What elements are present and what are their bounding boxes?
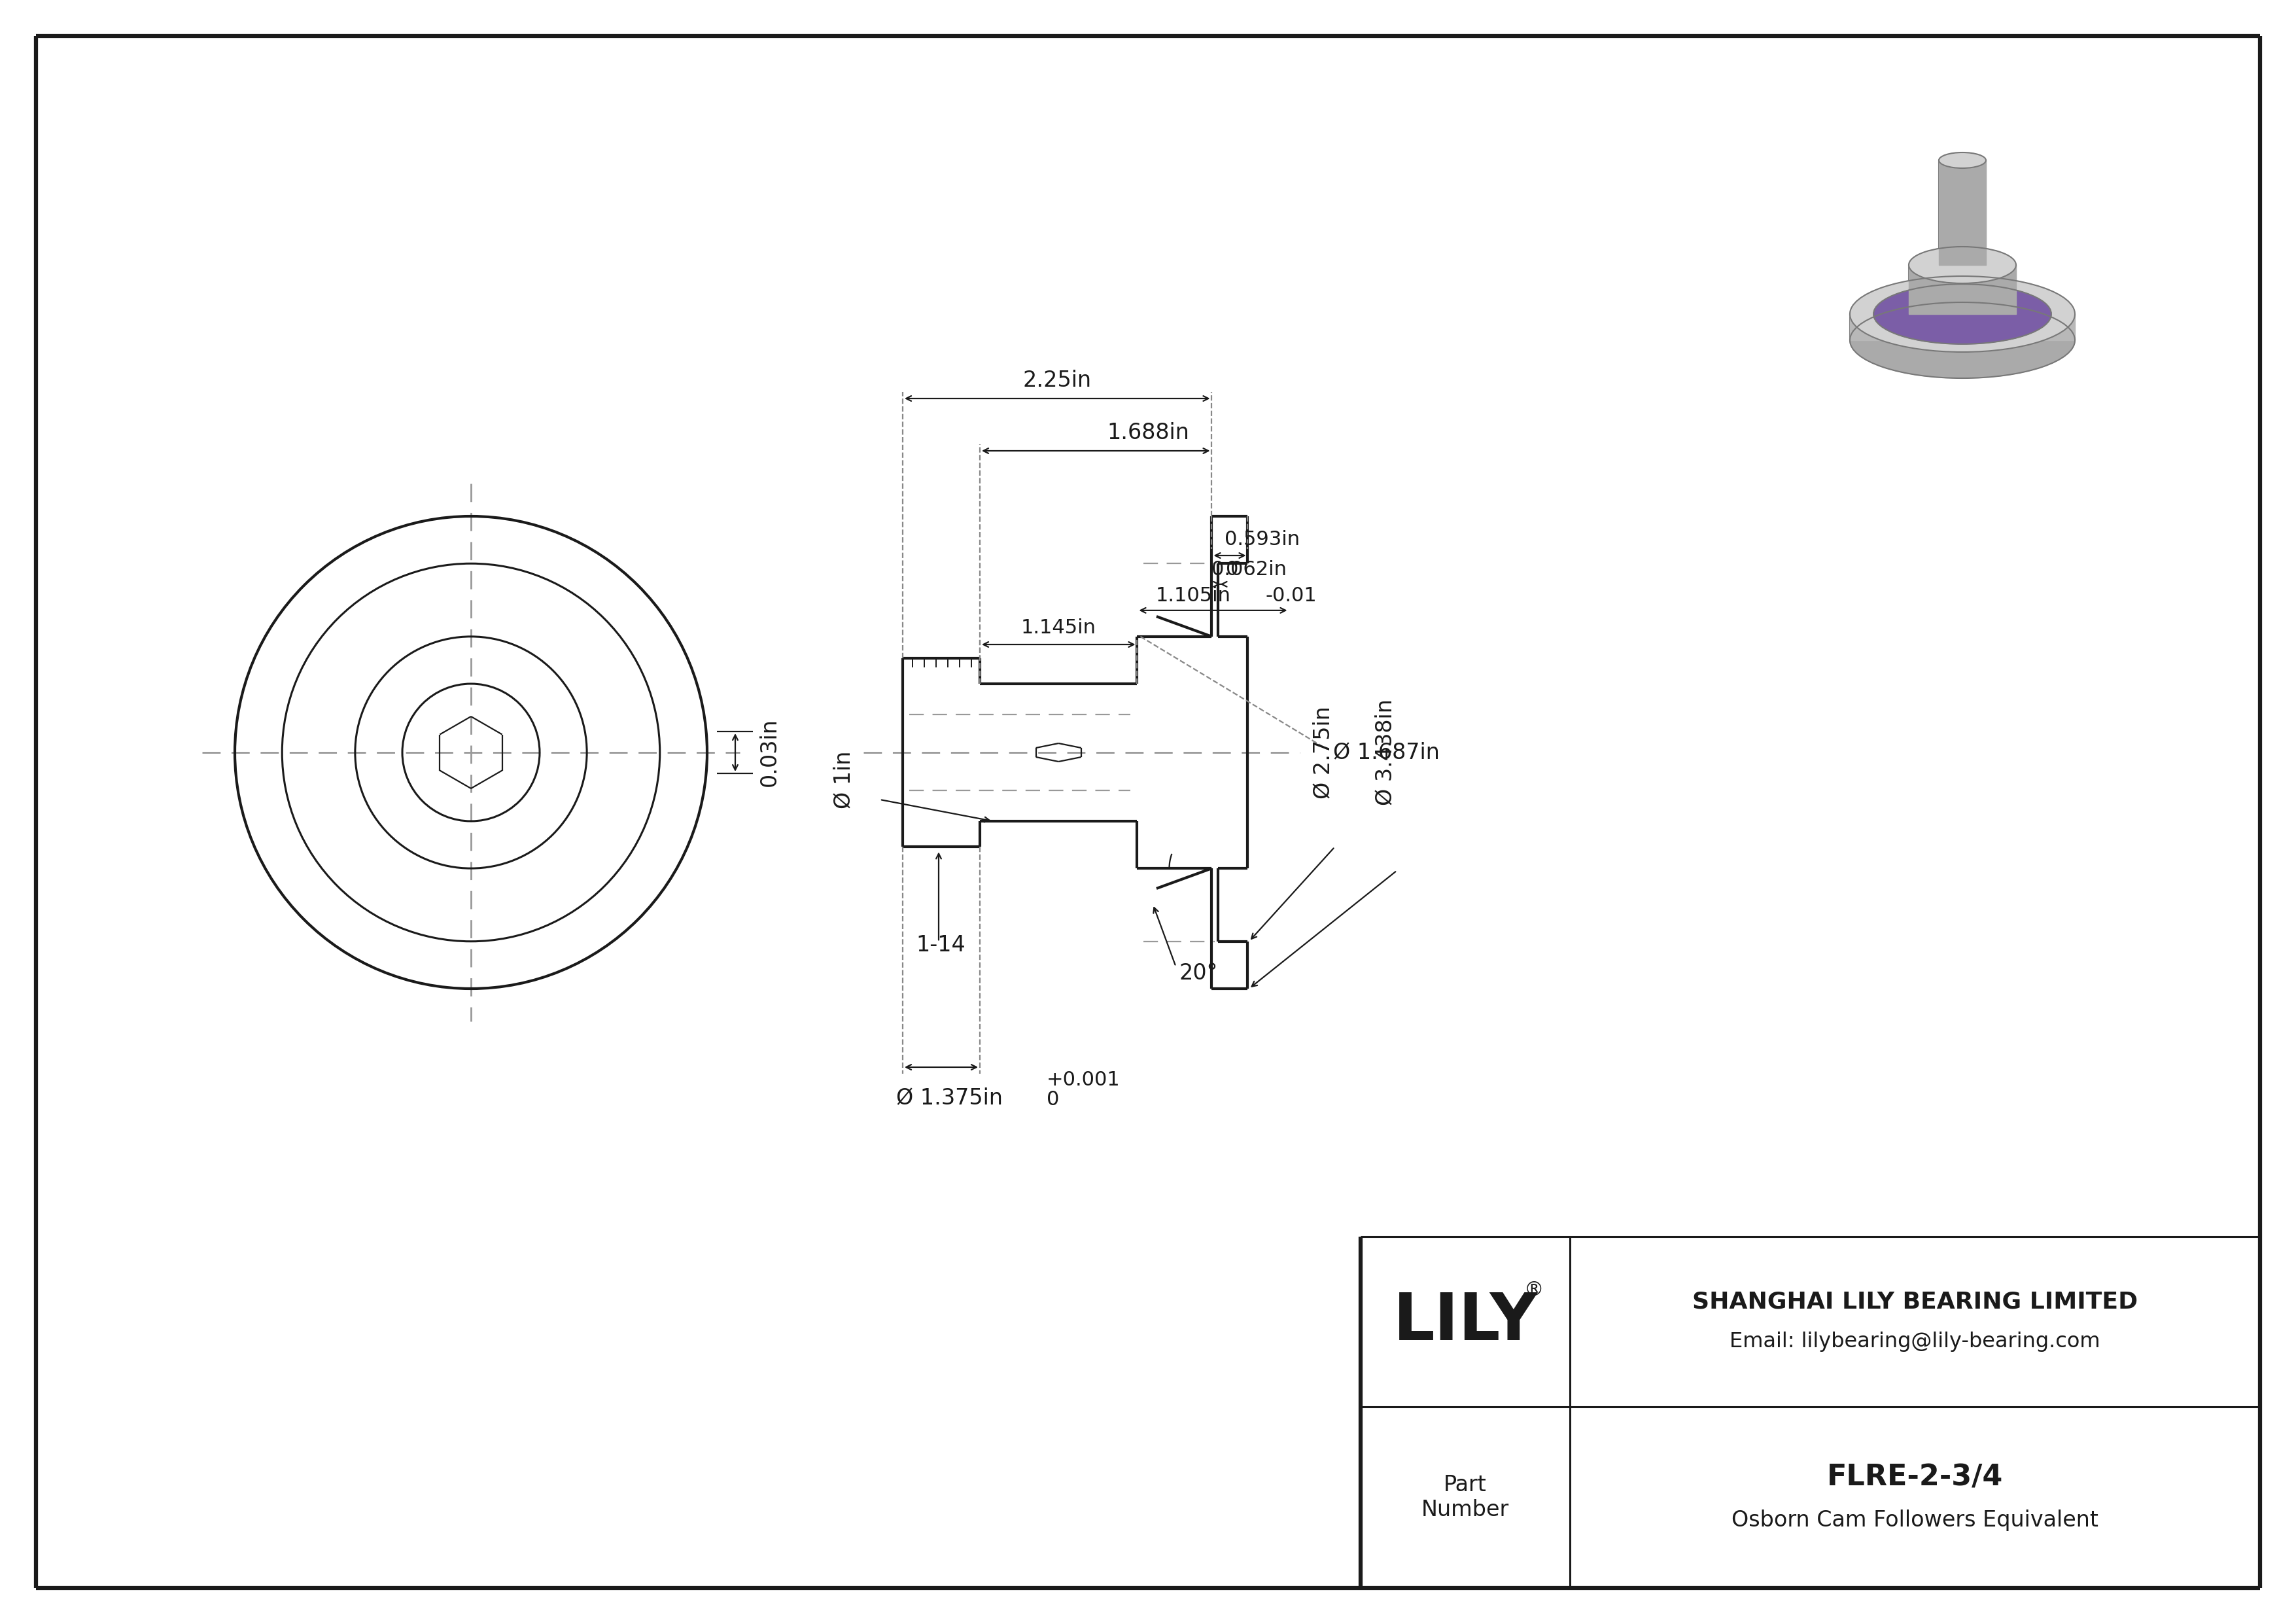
Text: 0: 0: [1047, 1090, 1058, 1109]
Bar: [1908, 265, 2016, 313]
Text: 0.062in: 0.062in: [1212, 560, 1288, 580]
Ellipse shape: [1938, 153, 1986, 169]
Ellipse shape: [1851, 276, 2076, 352]
Text: FLRE-2-3/4: FLRE-2-3/4: [1828, 1463, 2002, 1492]
Text: +0.001: +0.001: [1047, 1070, 1120, 1090]
Text: Ø 2.75in: Ø 2.75in: [1313, 706, 1334, 799]
Bar: [1938, 161, 1986, 265]
Text: 0: 0: [1226, 560, 1238, 580]
Text: Ø 3.438in: Ø 3.438in: [1375, 700, 1396, 806]
Text: 1.145in: 1.145in: [1022, 619, 1095, 638]
Text: Email: lilybearing@lily-bearing.com: Email: lilybearing@lily-bearing.com: [1729, 1332, 2101, 1351]
Text: -0.01: -0.01: [1265, 586, 1318, 606]
Ellipse shape: [1908, 247, 2016, 283]
Text: 1.105in: 1.105in: [1155, 586, 1231, 606]
Text: ®: ®: [1525, 1281, 1543, 1299]
Text: 1-14: 1-14: [916, 934, 964, 957]
Text: Part
Number: Part Number: [1421, 1475, 1508, 1520]
Text: SHANGHAI LILY BEARING LIMITED: SHANGHAI LILY BEARING LIMITED: [1692, 1291, 2138, 1314]
Text: 0.593in: 0.593in: [1224, 529, 1300, 549]
Text: Ø 1in: Ø 1in: [833, 750, 854, 809]
Text: LILY: LILY: [1394, 1289, 1538, 1353]
Ellipse shape: [1874, 284, 2050, 344]
Ellipse shape: [1851, 302, 2076, 378]
Text: 2.25in: 2.25in: [1022, 369, 1091, 391]
Text: 0.03in: 0.03in: [758, 718, 781, 786]
Text: Ø 1.375in: Ø 1.375in: [895, 1086, 1003, 1109]
Text: 1.688in: 1.688in: [1107, 422, 1189, 443]
Text: Osborn Cam Followers Equivalent: Osborn Cam Followers Equivalent: [1731, 1509, 2099, 1531]
Text: 20°: 20°: [1180, 963, 1217, 984]
Bar: [1851, 313, 2076, 341]
Text: Ø 1.687in: Ø 1.687in: [1334, 742, 1440, 763]
